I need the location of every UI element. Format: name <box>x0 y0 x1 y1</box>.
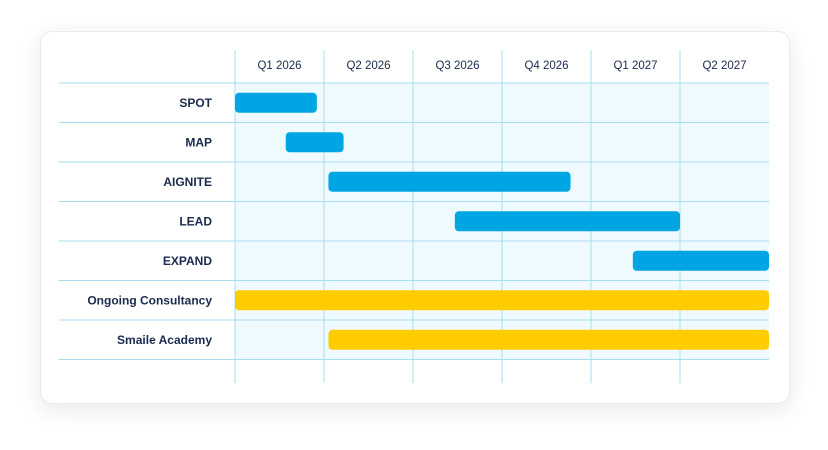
period-label: Q2 2027 <box>702 60 746 72</box>
task-label: SPOT <box>179 96 212 110</box>
task-bar <box>328 329 769 350</box>
task-bar <box>235 92 317 113</box>
period-label: Q1 2026 <box>257 60 301 72</box>
task-bar <box>235 290 769 311</box>
task-label: LEAD <box>179 214 212 228</box>
task-bar <box>454 211 680 232</box>
period-label: Q3 2026 <box>435 60 479 72</box>
task-bar <box>285 132 344 153</box>
period-label: Q1 2027 <box>613 60 657 72</box>
task-label: AIGNITE <box>163 175 212 189</box>
task-bar <box>632 250 769 271</box>
period-label: Q2 2026 <box>346 60 390 72</box>
task-label: MAP <box>185 135 212 149</box>
period-label: Q4 2026 <box>524 60 568 72</box>
task-bar <box>328 171 571 192</box>
task-label: EXPAND <box>163 254 212 268</box>
task-label: Ongoing Consultancy <box>87 293 212 307</box>
task-label: Smaile Academy <box>117 333 212 347</box>
